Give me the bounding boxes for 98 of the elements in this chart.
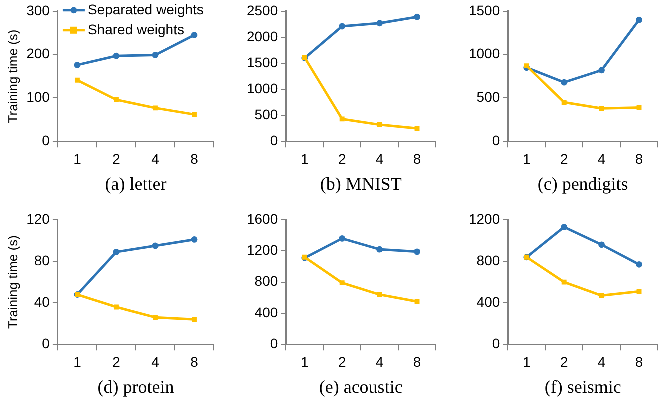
y-tick-label: 2000 [246, 28, 278, 44]
y-axis-title: Training time (s) [5, 236, 20, 330]
y-tick-label: 1200 [246, 242, 278, 258]
y-tick-label: 1500 [246, 54, 278, 70]
x-tick-label: 8 [635, 150, 644, 167]
point [114, 304, 119, 310]
x-tick-label: 2 [338, 354, 346, 370]
point [192, 317, 197, 322]
x-tick-label: 1 [300, 150, 309, 167]
x-axis-title: (d) protein [98, 376, 174, 397]
y-tick-label: 1000 [468, 46, 500, 62]
point [561, 224, 568, 230]
x-tick-label: 4 [376, 354, 384, 370]
point [524, 64, 530, 69]
point [377, 292, 382, 298]
x-tick-label: 1 [300, 354, 309, 370]
point [376, 246, 384, 253]
y-tick-label: 1000 [246, 80, 278, 96]
point [414, 248, 420, 256]
point [561, 79, 568, 86]
y-tick-label: 40 [34, 294, 50, 310]
x-tick-label: 2 [112, 354, 121, 370]
x-tick-label: 4 [376, 150, 384, 167]
point [636, 16, 642, 24]
x-tick-label: 2 [560, 354, 568, 370]
x-tick-label: 8 [635, 354, 644, 370]
y-tick-label: 120 [26, 210, 50, 227]
y-tick-label: 500 [476, 89, 500, 106]
point [636, 289, 642, 294]
x-tick-label: 8 [190, 354, 199, 370]
y-tick-label: 300 [26, 2, 50, 18]
y-tick-label: 0 [492, 335, 500, 352]
point [74, 78, 80, 83]
x-tick-label: 2 [112, 150, 121, 167]
y-axis-title: Training time (s) [5, 30, 20, 124]
x-axis-title: (a) letter [105, 174, 167, 194]
x-tick-label: 4 [152, 150, 160, 167]
point [114, 97, 119, 102]
point [599, 106, 604, 112]
x-axis-title: (b) MNIST [320, 174, 402, 194]
y-tick-label: 400 [476, 294, 500, 310]
x-tick-label: 1 [74, 354, 82, 370]
y-tick-label: 100 [26, 89, 50, 106]
x-tick-label: 1 [522, 354, 531, 370]
y-tick-label: 1500 [468, 2, 500, 18]
y-tick-label: 200 [26, 46, 50, 62]
point [339, 235, 346, 242]
y-tick-label: 1600 [246, 210, 278, 227]
legend-label: Shared weights [88, 21, 184, 38]
point [414, 14, 420, 20]
y-tick-label: 0 [270, 335, 278, 352]
x-tick-label: 8 [413, 150, 422, 167]
point [339, 23, 346, 30]
point [152, 52, 159, 58]
point [562, 100, 567, 106]
point [191, 32, 198, 38]
legend-label: Separated weights [88, 1, 204, 18]
point [340, 116, 345, 122]
y-tick-label: 1200 [468, 210, 500, 227]
point [191, 236, 198, 243]
point [598, 242, 606, 248]
point [152, 242, 159, 250]
y-tick-label: 800 [254, 273, 278, 290]
x-axis-title: (f) seismic [544, 376, 622, 397]
point [113, 248, 120, 256]
x-tick-label: 4 [598, 354, 606, 370]
x-axis-title: (c) pendigits [538, 174, 628, 194]
x-tick-label: 1 [74, 150, 82, 167]
y-tick-label: 500 [254, 106, 278, 122]
point [377, 122, 382, 128]
point [562, 280, 567, 285]
x-tick-label: 4 [152, 354, 160, 370]
y-tick-label: 800 [476, 252, 500, 268]
y-tick-label: 0 [492, 132, 500, 148]
point [340, 280, 345, 286]
point [636, 261, 642, 268]
point [153, 315, 158, 320]
point [414, 126, 420, 132]
y-tick-label: 2500 [246, 2, 278, 18]
point [74, 62, 81, 68]
x-tick-label: 2 [560, 150, 568, 167]
y-tick-label: 0 [270, 132, 278, 148]
x-axis-title: (e) acoustic [319, 376, 403, 397]
point [598, 67, 606, 74]
x-tick-label: 2 [338, 150, 346, 167]
x-tick-label: 8 [413, 354, 422, 370]
point [153, 106, 158, 111]
y-tick-label: 400 [254, 304, 278, 320]
point [376, 20, 384, 27]
point [113, 52, 120, 60]
y-tick-label: 0 [42, 335, 50, 352]
point [192, 112, 197, 118]
y-tick-label: 0 [42, 132, 50, 148]
x-tick-label: 8 [190, 150, 199, 167]
x-tick-label: 4 [598, 150, 606, 167]
x-tick-label: 1 [522, 150, 531, 167]
y-tick-label: 80 [34, 252, 50, 268]
point [599, 293, 604, 298]
